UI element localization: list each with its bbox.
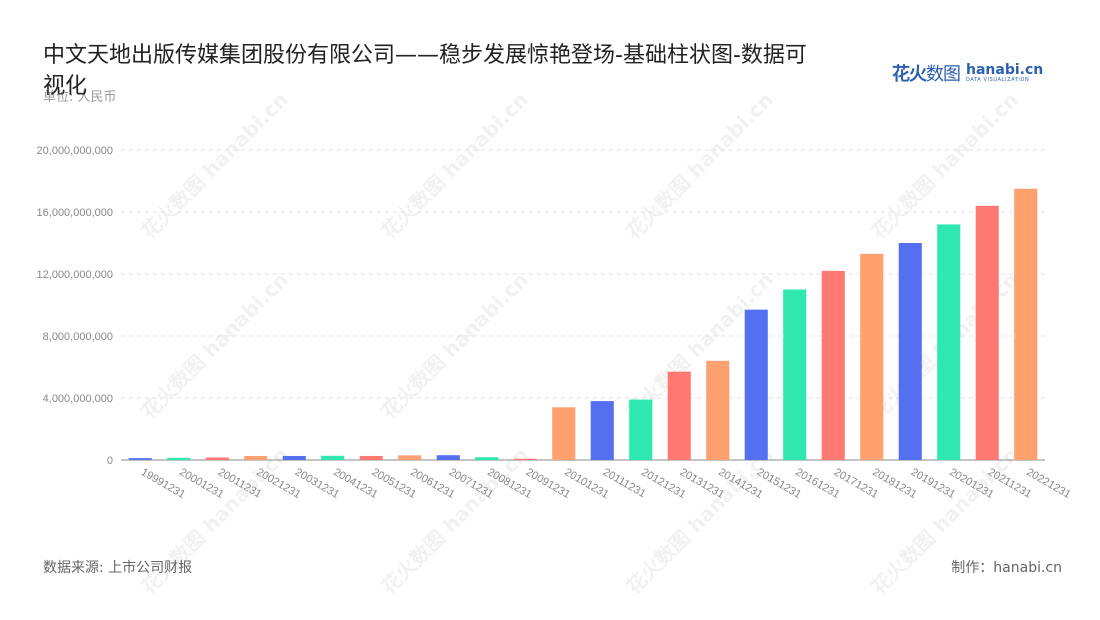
logo-en: hanabi.cn DATA VISUALIZATION	[966, 63, 1043, 83]
bar-20111231[interactable]	[590, 401, 614, 460]
bar-20131231[interactable]	[667, 371, 691, 460]
y-tick-label: 16,000,000,000	[37, 207, 113, 219]
bar-20031231[interactable]	[282, 455, 306, 460]
bar-20221231[interactable]	[1014, 188, 1038, 460]
x-tick-label: 20221231	[1024, 466, 1072, 501]
bar-20081231[interactable]	[475, 457, 499, 460]
logo-cn-bold: 花火	[892, 64, 927, 85]
logo-cn: 花火数图	[892, 60, 961, 86]
bar-20171231[interactable]	[821, 270, 845, 460]
bar-20121231[interactable]	[629, 399, 653, 460]
grid-layer	[121, 149, 1045, 461]
bar-20101231[interactable]	[552, 407, 576, 460]
bar-20201231[interactable]	[937, 224, 961, 460]
bar-20001231[interactable]	[167, 457, 191, 460]
unit-label: 单位: 人民币	[43, 90, 117, 105]
bar-20161231[interactable]	[783, 289, 807, 461]
bar-series	[128, 188, 1038, 461]
logo-en-sub: DATA VISUALIZATION	[966, 77, 1030, 83]
maker-credit: 制作：hanabi.cn	[951, 560, 1062, 576]
bar-20021231[interactable]	[244, 455, 268, 460]
bar-20071231[interactable]	[436, 455, 460, 460]
y-tick-label: 12,000,000,000	[37, 269, 113, 281]
bar-20211231[interactable]	[975, 205, 999, 460]
bar-20181231[interactable]	[860, 253, 884, 460]
bar-20141231[interactable]	[706, 360, 730, 460]
bar-20041231[interactable]	[321, 455, 345, 460]
bar-20051231[interactable]	[359, 455, 383, 460]
logo-cn-light: 数图	[926, 64, 961, 85]
bar-20011231[interactable]	[205, 457, 229, 460]
x-axis-ticks: 1999123120001231200112312002123120031231…	[139, 466, 1073, 501]
y-tick-label: 4,000,000,000	[43, 393, 113, 405]
chart-title: 中文天地出版传媒集团股份有限公司——稳步发展惊艳登场-基础柱状图-数据可视化	[43, 43, 807, 99]
bar-19991231[interactable]	[128, 458, 152, 460]
y-tick-label: 0	[107, 455, 113, 467]
y-axis-ticks: 0 4,000,000,000 8,000,000,000 12,000,000,00…	[37, 145, 113, 467]
hanabi-logo: 花火数图 hanabi.cn DATA VISUALIZATION	[892, 60, 1043, 86]
y-tick-label: 8,000,000,000	[43, 331, 113, 343]
data-source: 数据来源: 上市公司财报	[43, 560, 193, 576]
bar-20061231[interactable]	[398, 455, 422, 460]
y-tick-label: 20,000,000,000	[37, 145, 113, 157]
bar-20151231[interactable]	[744, 309, 768, 460]
bar-20191231[interactable]	[898, 243, 922, 460]
logo-en-main: hanabi.cn	[966, 62, 1044, 78]
bar-20091231[interactable]	[513, 458, 537, 460]
